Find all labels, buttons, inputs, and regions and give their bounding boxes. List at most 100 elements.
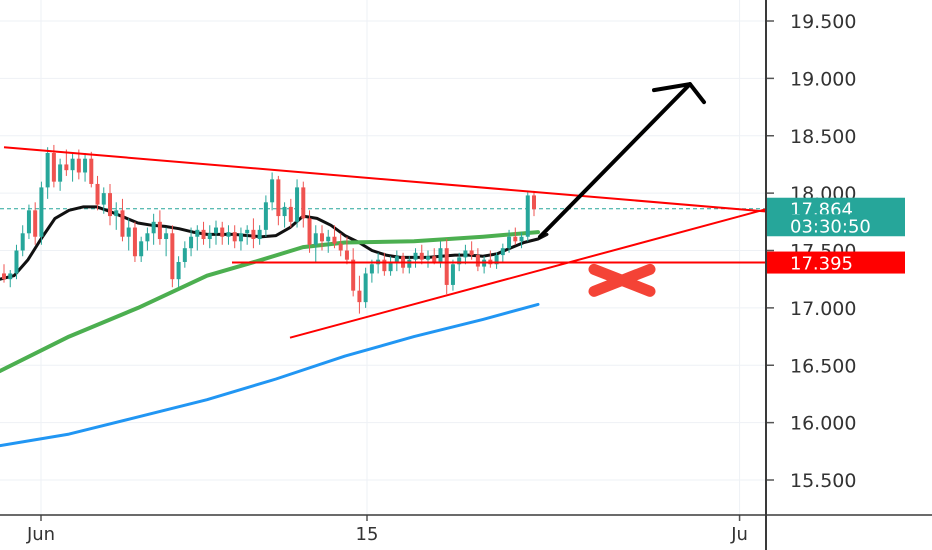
candle-body — [326, 236, 331, 242]
y-tick-label: 15.500 — [790, 470, 856, 492]
candle — [207, 225, 212, 249]
candle — [388, 256, 393, 276]
candle-body — [432, 256, 437, 262]
candle — [201, 221, 206, 245]
candle-body — [182, 248, 187, 262]
candle — [58, 158, 63, 191]
candle-body — [369, 264, 374, 274]
candle — [89, 151, 94, 188]
candle — [8, 270, 13, 288]
candle — [332, 225, 337, 249]
candle — [95, 175, 100, 211]
candle-body — [245, 229, 250, 234]
grid — [0, 0, 766, 515]
candle — [139, 236, 144, 262]
candle — [257, 225, 262, 245]
candle — [507, 229, 512, 253]
candle — [145, 227, 150, 251]
candle — [214, 220, 218, 245]
price-tag-label: 03:30:50 — [790, 216, 871, 237]
candle — [288, 198, 293, 228]
candle-body — [500, 248, 505, 256]
price-tag-label: 17.395 — [790, 254, 853, 275]
candle-body — [525, 195, 530, 237]
candle — [182, 241, 187, 268]
candle — [64, 149, 69, 176]
cross-stroke — [588, 263, 656, 297]
candle — [26, 204, 31, 240]
candle-body — [2, 273, 6, 280]
candle-body — [101, 193, 106, 205]
candle-body — [226, 232, 231, 237]
candle — [282, 202, 287, 228]
candle — [108, 183, 112, 226]
candle — [326, 229, 331, 253]
candle-body — [95, 183, 100, 205]
candle-body — [338, 243, 343, 251]
candle-body — [238, 233, 243, 242]
candle-body — [282, 206, 287, 217]
candle-body — [532, 195, 536, 210]
series-line — [0, 302, 540, 448]
candle — [363, 267, 368, 308]
cross-mark — [588, 263, 656, 297]
candle — [413, 248, 418, 268]
candle-body — [33, 210, 38, 237]
candle-body — [463, 250, 468, 258]
candle — [307, 210, 312, 253]
candle — [338, 233, 343, 257]
y-tick-label: 19.000 — [790, 68, 856, 90]
candle — [344, 236, 349, 265]
candle — [251, 218, 256, 249]
candle-body — [195, 229, 200, 237]
candle — [301, 181, 306, 228]
candles — [2, 144, 536, 314]
candle — [394, 250, 399, 272]
candle-body — [263, 202, 268, 230]
candle-body — [307, 218, 312, 245]
candle-body — [363, 273, 368, 303]
candle-body — [201, 229, 206, 240]
candle — [33, 202, 38, 245]
candle-body — [45, 152, 50, 188]
candle — [164, 227, 169, 257]
candle-body — [270, 179, 275, 203]
price-tag-box — [767, 214, 905, 237]
candle — [320, 225, 324, 251]
candle — [494, 252, 499, 269]
candle — [220, 221, 225, 245]
candle-body — [257, 229, 262, 240]
candle-body — [139, 241, 144, 257]
price-tag: 03:30:50 — [767, 214, 905, 237]
candle — [126, 218, 131, 251]
candle — [419, 244, 424, 265]
candle-body — [14, 250, 19, 274]
candle-body — [39, 187, 44, 237]
candle-body — [388, 261, 393, 272]
x-tick-label: Jun — [26, 524, 55, 545]
y-tick-label: 16.000 — [790, 413, 856, 435]
candle-body — [457, 257, 462, 265]
price-tag-box — [767, 251, 905, 274]
candle-body — [89, 158, 94, 184]
candle — [475, 248, 480, 272]
candle-body — [407, 259, 412, 268]
candle-body — [507, 236, 512, 249]
candle-body — [170, 233, 175, 280]
candle — [270, 172, 275, 211]
candle-body — [301, 187, 306, 219]
candle — [132, 221, 137, 262]
candle-body — [132, 227, 137, 257]
candle-body — [20, 233, 25, 251]
candle — [351, 248, 356, 297]
candle-body — [351, 259, 356, 291]
candle — [189, 227, 194, 257]
candle — [450, 259, 455, 291]
drawings — [3, 82, 767, 339]
candle-body — [58, 164, 63, 182]
candle — [263, 195, 268, 237]
candle-body — [114, 210, 119, 217]
candle-body — [288, 206, 293, 222]
